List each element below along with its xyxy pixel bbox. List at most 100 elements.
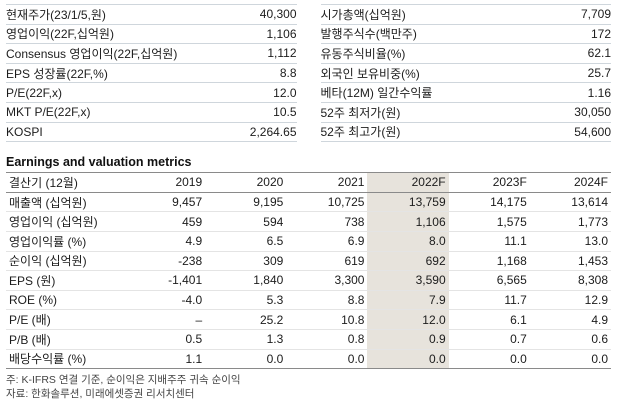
- info-row: 외국인 보유비중(%) 25.7: [320, 64, 611, 84]
- table-cell: 8.8: [347, 293, 365, 308]
- info-value: 172: [590, 26, 611, 41]
- info-row: EPS 성장률(22F,%) 8.8: [6, 64, 297, 84]
- table-cell: 13.0: [584, 234, 608, 249]
- table-header-cell: 2021: [337, 175, 365, 190]
- table-cell: 13,759: [367, 192, 449, 212]
- table-cell: 619: [344, 253, 365, 268]
- table-cell: 10,725: [327, 195, 365, 210]
- table-cell: 6,565: [496, 273, 527, 288]
- earnings-valuation-table: 결산기 (12월) 2019 2020 2021 2022F 2023F 2024F 매출액…: [6, 172, 611, 369]
- table-cell: 6.9: [347, 234, 365, 249]
- info-value: 62.1: [587, 46, 611, 61]
- table-cell: 9,457: [172, 195, 203, 210]
- info-row: 영업이익(22F,십억원) 1,106: [6, 25, 297, 45]
- row-label: ROE (%): [9, 293, 57, 308]
- table-cell: 3,300: [334, 273, 365, 288]
- info-row: 유동주식비율(%) 62.1: [320, 44, 611, 64]
- table-cell: 9,195: [253, 195, 284, 210]
- info-label: 발행주식수(백만주): [320, 27, 417, 42]
- row-label: 순이익 (십억원): [9, 254, 87, 269]
- info-value: 25.7: [587, 66, 611, 81]
- info-row: 현재주가(23/1/5,원) 40,300: [6, 5, 297, 25]
- table-row: 매출액 (십억원) 9,457 9,195 10,725 13,759 14,175 13,…: [6, 192, 611, 212]
- table-cell: 12.9: [584, 293, 608, 308]
- row-label: P/B (배): [9, 332, 51, 347]
- row-label: 영업이익 (십억원): [9, 215, 98, 230]
- table-row: ROE (%) -4.0 5.3 8.8 7.9 11.7 12.9: [6, 290, 611, 310]
- table-cell: 309: [263, 253, 284, 268]
- info-row: 52주 최고가(원) 54,600: [320, 123, 611, 143]
- table-header-cell: 2020: [256, 175, 284, 190]
- row-label: 매출액 (십억원): [9, 195, 87, 210]
- info-label: MKT P/E(22F,x): [6, 105, 91, 120]
- row-label: EPS (원): [9, 273, 56, 288]
- table-cell: –: [195, 312, 203, 327]
- table-cell: 6.1: [510, 312, 527, 327]
- info-value: 8.8: [279, 66, 297, 81]
- table-cell: 4.9: [591, 312, 608, 327]
- info-col-right: 시가총액(십억원) 7,709 발행주식수(백만주) 172 유동주식비율(%) 62.1…: [320, 4, 611, 143]
- info-value: 1,112: [267, 46, 297, 61]
- table-cell: 13,614: [571, 195, 608, 210]
- info-value: 1,106: [266, 26, 297, 41]
- table-cell: 7.9: [367, 290, 449, 310]
- table-cell: 0.5: [185, 332, 203, 347]
- info-label: P/E(22F,x): [6, 85, 63, 100]
- table-body: 매출액 (십억원) 9,457 9,195 10,725 13,759 14,175 13,…: [6, 192, 611, 369]
- table-cell: 12.0: [367, 309, 449, 330]
- table-cell: 738: [344, 214, 365, 229]
- info-value: 2,264.65: [249, 124, 297, 139]
- table-cell: 8.0: [367, 231, 449, 252]
- footnote-basis: 주: K-IFRS 연결 기준, 순이익은 지배주주 귀속 순이익: [6, 374, 241, 387]
- footnotes: 주: K-IFRS 연결 기준, 순이익은 지배주주 귀속 순이익 자료: 한화…: [6, 374, 611, 401]
- info-value: 12.0: [273, 85, 297, 100]
- table-header-cell: 2022F: [367, 172, 449, 193]
- table-cell: 0.0: [367, 349, 449, 369]
- table-cell: 11.7: [504, 293, 527, 308]
- table-row: 영업이익 (십억원) 459 594 738 1,106 1,575 1,773: [6, 211, 611, 232]
- info-value: 7,709: [580, 7, 611, 22]
- table-cell: 4.9: [185, 234, 203, 249]
- table-cell: 0.0: [510, 351, 527, 366]
- table-cell: 25.2: [259, 312, 284, 327]
- info-row: Consensus 영업이익(22F,십억원) 1,112: [6, 44, 297, 64]
- table-cell: 5.3: [266, 293, 284, 308]
- table-row: EPS (원) -1,401 1,840 3,300 3,590 6,565 8,308: [6, 270, 611, 291]
- table-cell: 0.6: [591, 332, 608, 347]
- info-label: 유동주식비율(%): [320, 46, 406, 61]
- table-cell: 0.9: [367, 329, 449, 349]
- table-header-cell: 2019: [175, 175, 203, 190]
- info-value: 10.5: [273, 105, 297, 120]
- info-value: 1.16: [587, 85, 611, 100]
- table-cell: 11.1: [504, 234, 527, 249]
- info-label: 현재주가(23/1/5,원): [6, 7, 106, 22]
- table-cell: 0.0: [347, 351, 365, 366]
- table-cell: 0.0: [591, 351, 608, 366]
- table-row: P/E (배) – 25.2 10.8 12.0 6.1 4.9: [6, 309, 611, 330]
- section-title: Earnings and valuation metrics: [6, 155, 192, 170]
- table-cell: 594: [263, 214, 284, 229]
- table-head: 결산기 (12월) 2019 2020 2021 2022F 2023F 2024F: [6, 172, 611, 193]
- table-row: P/B (배) 0.5 1.3 0.8 0.9 0.7 0.6: [6, 329, 611, 349]
- table-cell: 459: [182, 214, 203, 229]
- info-row: 베타(12M) 일간수익률 1.16: [320, 83, 611, 103]
- info-row: 52주 최저가(원) 30,050: [320, 103, 611, 123]
- table-cell: 1.3: [266, 332, 284, 347]
- info-value: 30,050: [574, 105, 611, 120]
- table-row: 영업이익률 (%) 4.9 6.5 6.9 8.0 11.1 13.0: [6, 231, 611, 252]
- table-header-cell: 2023F: [492, 175, 527, 190]
- table-cell: 3,590: [367, 270, 449, 291]
- info-label: 52주 최고가(원): [320, 125, 401, 140]
- info-label: 영업이익(22F,십억원): [6, 27, 114, 42]
- table-header-cell: 2024F: [573, 175, 608, 190]
- table-cell: 1,575: [496, 214, 527, 229]
- key-stats-section: 현재주가(23/1/5,원) 40,300 영업이익(22F,십억원) 1,106 Co…: [6, 4, 611, 143]
- info-col-left: 현재주가(23/1/5,원) 40,300 영업이익(22F,십억원) 1,106 Co…: [6, 4, 297, 143]
- table-header-row: 결산기 (12월) 2019 2020 2021 2022F 2023F 2024F: [6, 172, 611, 193]
- table-cell: 1,840: [253, 273, 284, 288]
- table-cell: 0.7: [510, 332, 527, 347]
- table-cell: -238: [178, 253, 203, 268]
- info-label: EPS 성장률(22F,%): [6, 66, 108, 81]
- info-value: 40,300: [259, 7, 297, 22]
